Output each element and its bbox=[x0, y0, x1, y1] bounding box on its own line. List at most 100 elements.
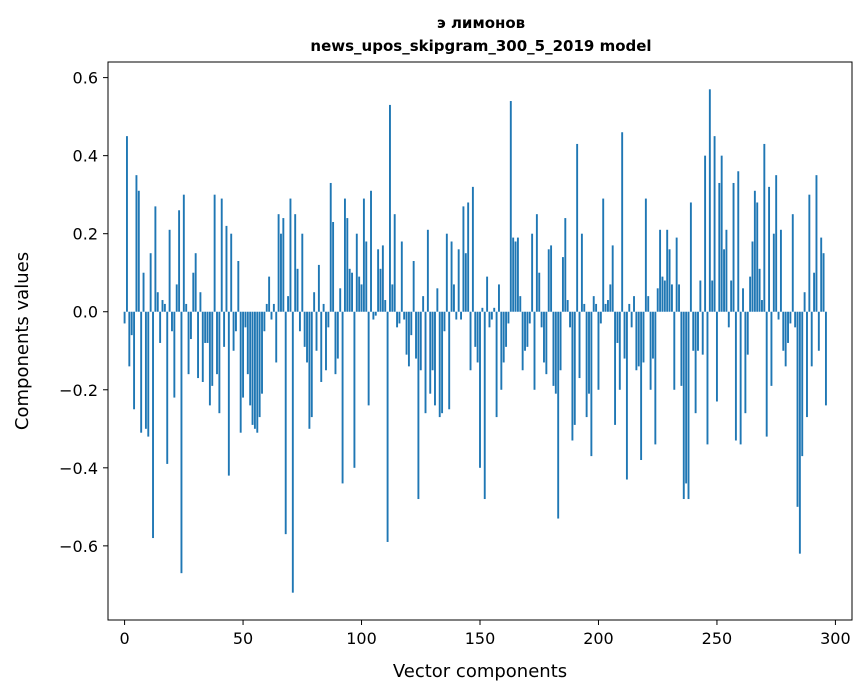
bar-194 bbox=[583, 303, 586, 312]
bar-47 bbox=[235, 311, 237, 332]
bar-62 bbox=[270, 311, 273, 320]
bar-204 bbox=[607, 300, 609, 312]
bar-95 bbox=[348, 268, 351, 312]
bar-18 bbox=[166, 311, 169, 464]
bar-83 bbox=[320, 311, 323, 382]
bar-167 bbox=[519, 296, 522, 312]
x-tick-label: 50 bbox=[233, 629, 253, 648]
bar-273 bbox=[770, 311, 773, 386]
bar-86 bbox=[327, 311, 330, 328]
bar-5 bbox=[135, 175, 138, 312]
bar-210 bbox=[621, 132, 624, 312]
bar-221 bbox=[647, 296, 650, 312]
bar-52 bbox=[246, 311, 249, 375]
bar-115 bbox=[396, 311, 399, 328]
bar-101 bbox=[362, 198, 365, 312]
bar-24 bbox=[180, 311, 183, 574]
bar-28 bbox=[189, 311, 192, 340]
bar-53 bbox=[249, 311, 252, 406]
bar-121 bbox=[410, 311, 413, 336]
bar-49 bbox=[239, 311, 242, 433]
bar-248 bbox=[711, 280, 714, 312]
bar-17 bbox=[163, 303, 166, 312]
bar-99 bbox=[358, 276, 361, 312]
plot-frame bbox=[107, 61, 853, 621]
bar-261 bbox=[742, 288, 744, 312]
x-tick-label: 250 bbox=[702, 629, 733, 648]
bar-184 bbox=[559, 311, 562, 371]
bar-156 bbox=[493, 307, 496, 312]
bar-170 bbox=[526, 311, 529, 347]
bar-205 bbox=[609, 284, 612, 312]
bar-107 bbox=[377, 249, 380, 312]
bar-295 bbox=[822, 253, 825, 312]
bar-113 bbox=[391, 284, 394, 312]
bar-263 bbox=[746, 311, 749, 355]
bar-172 bbox=[531, 233, 534, 312]
bar-110 bbox=[384, 300, 387, 312]
bar-216 bbox=[635, 311, 638, 371]
bar-288 bbox=[806, 311, 808, 418]
bar-46 bbox=[232, 311, 235, 351]
bar-147 bbox=[471, 186, 474, 312]
bar-206 bbox=[611, 245, 614, 312]
bar-122 bbox=[412, 261, 415, 312]
bar-125 bbox=[419, 311, 422, 371]
bar-39 bbox=[216, 311, 218, 375]
bar-251 bbox=[718, 182, 721, 312]
bar-15 bbox=[159, 311, 162, 343]
bar-168 bbox=[521, 311, 524, 371]
bar-291 bbox=[813, 272, 816, 312]
bar-276 bbox=[777, 311, 780, 320]
bar-290 bbox=[810, 311, 813, 367]
bar-129 bbox=[429, 311, 432, 394]
bar-136 bbox=[445, 233, 448, 312]
bar-173 bbox=[533, 311, 536, 390]
bar-81 bbox=[315, 311, 318, 351]
bar-223 bbox=[652, 311, 654, 359]
bar-137 bbox=[448, 311, 451, 410]
bar-7 bbox=[140, 311, 143, 433]
bar-265 bbox=[751, 241, 754, 312]
bar-281 bbox=[789, 311, 792, 324]
bar-197 bbox=[590, 311, 593, 457]
bar-76 bbox=[303, 311, 306, 347]
bar-166 bbox=[516, 237, 519, 312]
bar-41 bbox=[220, 198, 223, 312]
bar-289 bbox=[808, 194, 811, 312]
bar-293 bbox=[817, 311, 820, 351]
bar-73 bbox=[296, 268, 299, 312]
bar-9 bbox=[144, 311, 147, 429]
bar-92 bbox=[341, 311, 344, 484]
bar-242 bbox=[697, 311, 699, 351]
bar-38 bbox=[213, 194, 216, 312]
bar-26 bbox=[185, 303, 188, 312]
bar-279 bbox=[784, 311, 787, 367]
bar-228 bbox=[663, 280, 666, 312]
bar-245 bbox=[704, 155, 707, 312]
bar-180 bbox=[550, 245, 553, 312]
y-tick-label: 0.2 bbox=[73, 225, 98, 244]
bar-241 bbox=[694, 311, 697, 414]
x-tick-label: 200 bbox=[583, 629, 614, 648]
bar-42 bbox=[223, 311, 226, 347]
bar-111 bbox=[386, 311, 389, 542]
bar-220 bbox=[644, 198, 647, 312]
bar-249 bbox=[713, 136, 716, 312]
bar-287 bbox=[803, 292, 806, 312]
bar-16 bbox=[161, 300, 164, 312]
bar-0 bbox=[123, 311, 126, 324]
x-tick-label: 0 bbox=[119, 629, 129, 648]
bar-214 bbox=[630, 311, 633, 328]
bar-134 bbox=[441, 311, 444, 414]
bar-70 bbox=[289, 198, 292, 312]
bar-145 bbox=[467, 202, 470, 312]
bar-285 bbox=[798, 311, 801, 554]
bar-23 bbox=[178, 210, 181, 312]
bar-1 bbox=[126, 136, 128, 312]
bar-292 bbox=[815, 175, 818, 312]
bar-189 bbox=[571, 311, 574, 441]
bar-13 bbox=[154, 206, 157, 312]
bar-260 bbox=[739, 311, 742, 445]
bar-29 bbox=[192, 272, 195, 312]
